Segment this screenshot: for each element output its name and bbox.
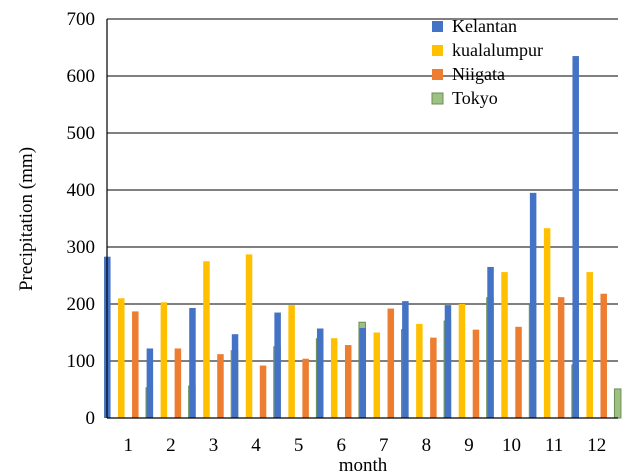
legend-label-tokyo: Tokyo [452,88,498,108]
bar-kualalumpur-month-10 [501,272,508,418]
bar-niigata-month-2 [174,348,182,418]
bar-kualalumpur-month-11 [543,228,551,418]
legend-label-kelantan: Kelantan [452,16,517,36]
x-tick-label: 4 [251,435,261,456]
bar-kualalumpur-month-8 [416,323,423,418]
bar-kelantan-month-5 [274,312,281,418]
bar-kualalumpur-month-7 [373,332,381,418]
y-tick-label: 200 [67,294,96,315]
legend-label-kualalumpur: kualalumpur [452,40,543,60]
y-tick-label: 500 [67,123,96,144]
bar-kelantan-month-7 [359,327,367,418]
bar-kualalumpur-month-6 [330,338,338,418]
bar-kelantan-month-6 [316,328,324,418]
y-tick-label: 700 [67,9,96,30]
legend-swatch-tokyo [431,92,444,105]
bar-kualalumpur-month-3 [203,261,210,418]
y-tick-labels: 0 100 200 300 400 500 600 700 [67,9,96,429]
x-tick-label: 7 [379,435,389,456]
bar-niigata-month-8 [430,337,437,418]
bar-kelantan-month-2 [146,348,154,418]
x-tick-label: 6 [336,435,346,456]
x-tick-label: 10 [502,435,521,456]
bar-niigata-month-3 [217,354,224,418]
gridlines [107,18,618,362]
y-tick-label: 400 [67,180,96,201]
bar-kualalumpur-month-2 [160,302,168,418]
bar-niigata-month-6 [344,345,352,418]
bar-kualalumpur-month-1 [118,298,125,418]
bar-kelantan-month-9 [444,305,452,418]
bar-kelantan-month-3 [189,307,196,418]
x-tick-label: 5 [294,435,304,456]
bar-niigata-month-11 [557,297,565,418]
bar-niigata-month-10 [515,326,522,418]
legend: Kelantan kualalumpur Niigata Tokyo [431,16,543,108]
axes [106,19,618,419]
x-tick-labels: 1 2 3 4 5 6 7 8 9 10 11 12 [124,435,607,456]
y-tick-label: 600 [67,66,96,87]
bar-niigata-month-4 [259,365,267,418]
legend-swatch-niigata [432,69,443,80]
x-tick-label: 3 [209,435,219,456]
bar-niigata-month-1 [132,311,139,418]
bar-kualalumpur-month-12 [586,272,593,418]
y-axis-title: Precipitation (mm) [16,147,37,291]
x-axis-title: month [339,455,388,476]
x-tick-label: 8 [422,435,432,456]
x-tick-label: 11 [545,435,563,456]
legend-swatch-kelantan [432,21,443,32]
bar-niigata-month-5 [302,358,309,418]
bar-kualalumpur-month-9 [458,304,466,418]
bar-kelantan-month-8 [402,301,409,418]
bar-niigata-month-7 [387,308,395,418]
legend-label-niigata: Niigata [452,64,505,84]
y-tick-label: 300 [67,237,96,258]
x-tick-label: 9 [464,435,474,456]
bar-tokyo-month-12 [613,388,622,419]
bar-kualalumpur-month-5 [288,305,295,418]
bar-kelantan-month-4 [231,334,239,418]
bar-kelantan-month-11 [529,192,537,418]
y-tick-label: 0 [86,408,96,429]
bar-niigata-month-12 [600,293,607,418]
y-tick-label: 100 [67,351,96,372]
bar-kelantan-month-10 [487,266,494,418]
x-tick-label: 2 [166,435,176,456]
legend-swatch-kualalumpur [432,45,443,56]
bar-kualalumpur-month-4 [245,254,253,418]
bar-niigata-month-9 [472,329,480,418]
bar-kelantan-month-12 [572,56,579,419]
x-tick-label: 1 [124,435,134,456]
bars [104,56,622,419]
x-tick-label: 12 [587,435,606,456]
